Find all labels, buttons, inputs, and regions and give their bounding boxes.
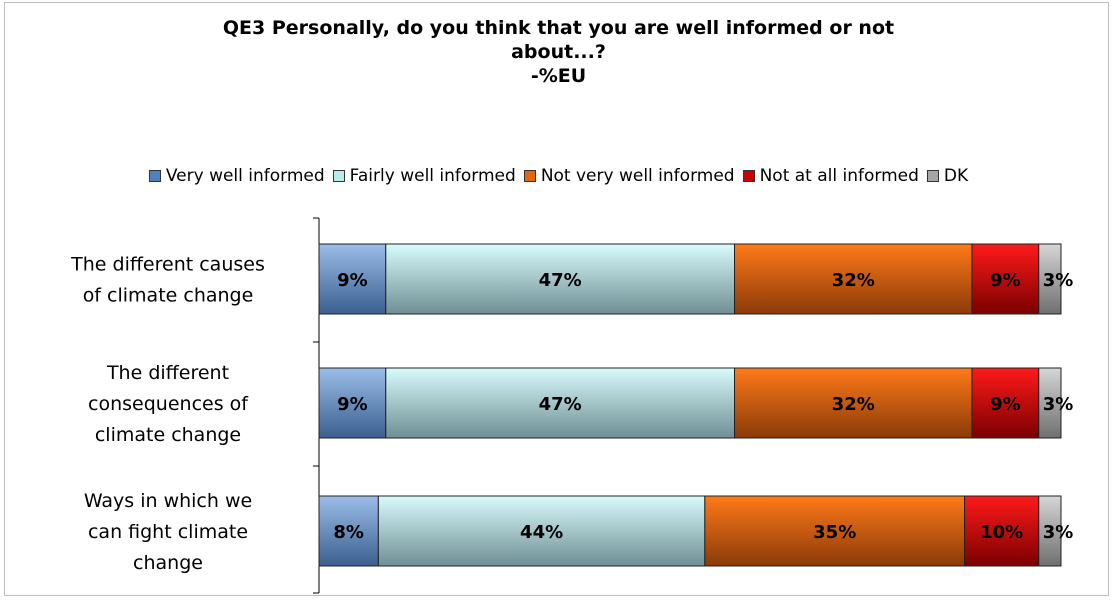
title-line-1: QE3 Personally, do you think that you ar… (222, 17, 895, 39)
data-label-very-well: 8% (333, 522, 364, 543)
category-label: The different causes of climate change (70, 254, 265, 307)
data-label-fairly-well: 47% (539, 394, 582, 415)
title-line-3: -%EU (530, 65, 587, 87)
legend-label-dk: DK (943, 166, 969, 186)
data-label-dk: 3% (1043, 522, 1074, 543)
data-label-not-at-all: 9% (990, 394, 1021, 415)
data-label-dk: 3% (1043, 270, 1074, 291)
bar-not-very-well (704, 495, 966, 567)
data-label-very-well: 9% (337, 270, 368, 291)
bar-very-well (318, 495, 379, 567)
data-label-not-very-well: 32% (832, 270, 875, 291)
bar-fairly-well (377, 495, 706, 567)
data-label-not-at-all: 9% (990, 270, 1021, 291)
bar-fairly-well (385, 243, 736, 315)
legend-label-not-at-all: Not at all informed (759, 166, 919, 186)
bar-dk (1038, 495, 1062, 567)
legend-swatch-not-very-well (523, 170, 536, 182)
data-label-very-well: 9% (337, 394, 368, 415)
bar-dk (1038, 367, 1062, 439)
bar-very-well (318, 243, 387, 315)
chart-title: QE3 Personally, do you think that you ar… (0, 16, 1117, 88)
legend-swatch-very-well (148, 170, 161, 182)
legend-item-dk: DK (926, 166, 969, 186)
bar-not-at-all (971, 243, 1040, 315)
data-label-not-very-well: 35% (813, 522, 856, 543)
legend-item-fairly-well: Fairly well informed (332, 166, 516, 186)
bar-dk (1038, 243, 1062, 315)
legend-label-fairly-well: Fairly well informed (349, 166, 516, 186)
data-label-fairly-well: 44% (520, 522, 563, 543)
data-label-not-very-well: 32% (832, 394, 875, 415)
legend-item-not-very-well: Not very well informed (523, 166, 735, 186)
category-label: The different consequences of climate chan… (88, 362, 249, 446)
data-label-fairly-well: 47% (539, 270, 582, 291)
data-label-dk: 3% (1043, 394, 1074, 415)
legend-label-not-very-well: Not very well informed (540, 166, 735, 186)
category-label: Ways in which we can fight climate change (84, 490, 252, 574)
bar-very-well (318, 367, 387, 439)
legend-swatch-dk (926, 170, 939, 182)
legend-item-not-at-all: Not at all informed (742, 166, 919, 186)
legend-swatch-fairly-well (332, 170, 345, 182)
legend-label-very-well: Very well informed (165, 166, 325, 186)
bar-not-very-well (734, 243, 973, 315)
bar-fairly-well (385, 367, 736, 439)
legend-item-very-well: Very well informed (148, 166, 325, 186)
title-line-2: about...? (511, 41, 606, 63)
legend-swatch-not-at-all (742, 170, 755, 182)
data-label-not-at-all: 10% (980, 522, 1023, 543)
legend: Very well informed Fairly well informed … (0, 166, 1117, 186)
